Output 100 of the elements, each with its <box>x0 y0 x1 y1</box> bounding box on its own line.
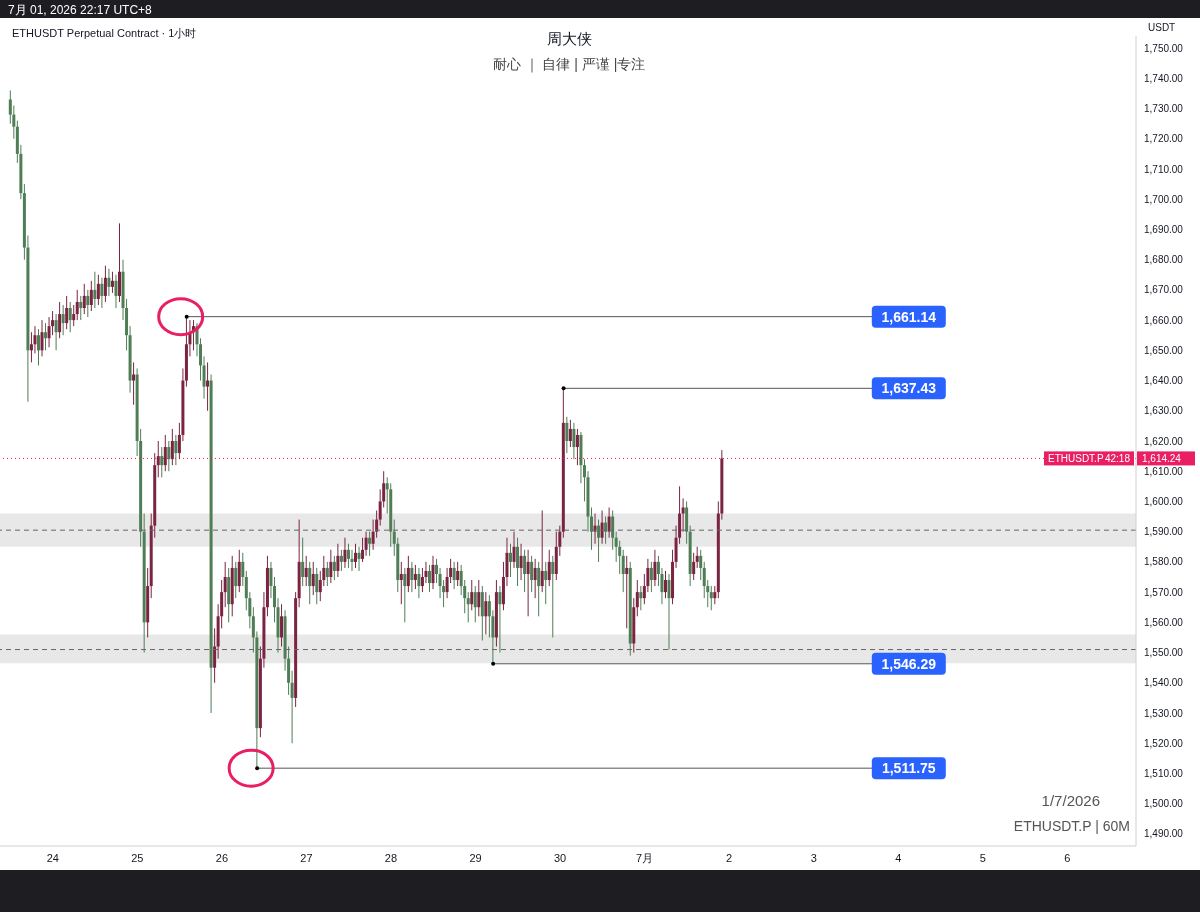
candlestick <box>533 558 537 599</box>
candlestick <box>699 549 703 581</box>
candlestick <box>357 546 361 572</box>
candlestick <box>611 510 615 551</box>
candlestick <box>568 419 572 448</box>
candlestick <box>336 543 340 578</box>
x-tick-label: 27 <box>300 851 313 864</box>
annotation: 1/7/2026 <box>1041 792 1100 809</box>
x-tick-label: 7月 <box>636 851 654 864</box>
annotation: ETHUSDT.P <box>1048 453 1104 465</box>
candlestick <box>413 564 417 590</box>
candlestick <box>40 319 44 357</box>
x-tick-label: 5 <box>979 851 986 864</box>
candlestick <box>692 552 696 581</box>
y-tick-label: 1,500.00 <box>1144 798 1184 810</box>
x-tick-label: 25 <box>131 851 144 864</box>
candlestick <box>234 561 238 599</box>
y-tick-label: 1,530.00 <box>1144 707 1184 719</box>
text: 耐心 ｜ 自律 | 严谨 |专注 <box>491 56 647 74</box>
candlestick <box>332 555 336 581</box>
candlestick <box>107 268 111 297</box>
candlestick <box>663 570 667 599</box>
annotation: 1,511.75 <box>881 760 936 777</box>
ref-line-label: 1,614.24 <box>1142 453 1182 465</box>
candlestick <box>473 585 477 623</box>
candlestick <box>575 428 579 466</box>
y-tick-label: 1,740.00 <box>1144 72 1184 84</box>
candlestick <box>544 561 548 605</box>
y-tick-label: 1,540.00 <box>1144 677 1184 689</box>
candlestick <box>156 440 160 478</box>
y-tick-label: 1,700.00 <box>1144 193 1184 205</box>
y-tick-label: 1,620.00 <box>1144 435 1184 447</box>
candlestick <box>329 549 333 584</box>
y-tick-label: 1,610.00 <box>1144 465 1184 477</box>
candlestick <box>346 543 350 569</box>
annotation: ETHUSDT Perpetual Contract · 1小时 <box>12 26 197 41</box>
candlestick <box>572 422 576 460</box>
candlestick <box>61 304 65 336</box>
x-tick-label: 4 <box>895 851 902 864</box>
x-tick-label: 24 <box>46 851 59 864</box>
candlestick <box>484 591 488 635</box>
candlestick <box>100 277 104 309</box>
candlestick <box>325 561 329 587</box>
candlestick <box>399 561 403 605</box>
candlestick <box>410 561 414 593</box>
candlestick <box>695 546 699 569</box>
candlestick <box>354 543 358 569</box>
candlestick <box>649 561 653 593</box>
y-tick-label: 1,570.00 <box>1144 586 1184 598</box>
annotation: 1,546.29 <box>881 655 937 672</box>
y-tick-label: 1,630.00 <box>1144 405 1184 417</box>
candlestick <box>174 434 178 466</box>
candlestick <box>160 446 164 478</box>
candlestick <box>604 516 608 545</box>
candlestick <box>163 434 167 472</box>
annotation: 1,637.43 <box>881 380 937 397</box>
candlestick <box>368 531 372 557</box>
candlestick <box>427 564 431 593</box>
candlestick <box>597 519 601 563</box>
candlestick <box>364 531 368 557</box>
candlestick <box>547 549 551 587</box>
candlestick <box>36 328 40 366</box>
candlestick <box>639 585 643 611</box>
candlestick <box>526 549 530 617</box>
x-tick-label: 30 <box>553 851 567 864</box>
candlestick <box>103 265 107 303</box>
candlestick <box>114 274 118 309</box>
candlestick <box>223 561 227 608</box>
candlestick <box>417 567 421 599</box>
candlestick <box>456 561 460 587</box>
candlestick <box>635 579 639 617</box>
candlestick <box>343 537 347 569</box>
x-tick-label: 29 <box>469 851 482 864</box>
y-tick-label: 1,640.00 <box>1144 375 1184 387</box>
y-tick-label: 1,580.00 <box>1144 556 1184 568</box>
candlestick <box>713 585 717 605</box>
candlestick <box>96 274 100 306</box>
candlestick <box>280 603 284 648</box>
candlestick <box>551 555 555 638</box>
candlestick <box>110 271 114 294</box>
candlestick <box>241 552 245 587</box>
x-tick-label: 28 <box>384 851 398 864</box>
candlestick <box>79 295 83 321</box>
candlestick <box>477 579 481 617</box>
y-tick-label: 1,560.00 <box>1144 616 1184 628</box>
candlestick <box>68 301 72 333</box>
y-tick-label: 1,600.00 <box>1144 496 1184 507</box>
y-tick-label: 1,750.00 <box>1144 42 1184 54</box>
candlestick <box>466 591 470 623</box>
candlestick <box>540 510 544 593</box>
x-tick-label: 6 <box>1064 851 1071 864</box>
y-tick-label: 1,660.00 <box>1144 314 1184 326</box>
candlestick <box>470 579 474 611</box>
y-tick-label: 1,590.00 <box>1144 526 1184 538</box>
candlestick <box>530 555 534 593</box>
y-tick-label: 1,550.00 <box>1144 647 1184 659</box>
candlestick <box>72 304 76 327</box>
y-tick-label: 1,510.00 <box>1144 768 1184 780</box>
candlestick <box>403 567 407 623</box>
y-tick-label: 1,490.00 <box>1144 828 1184 840</box>
